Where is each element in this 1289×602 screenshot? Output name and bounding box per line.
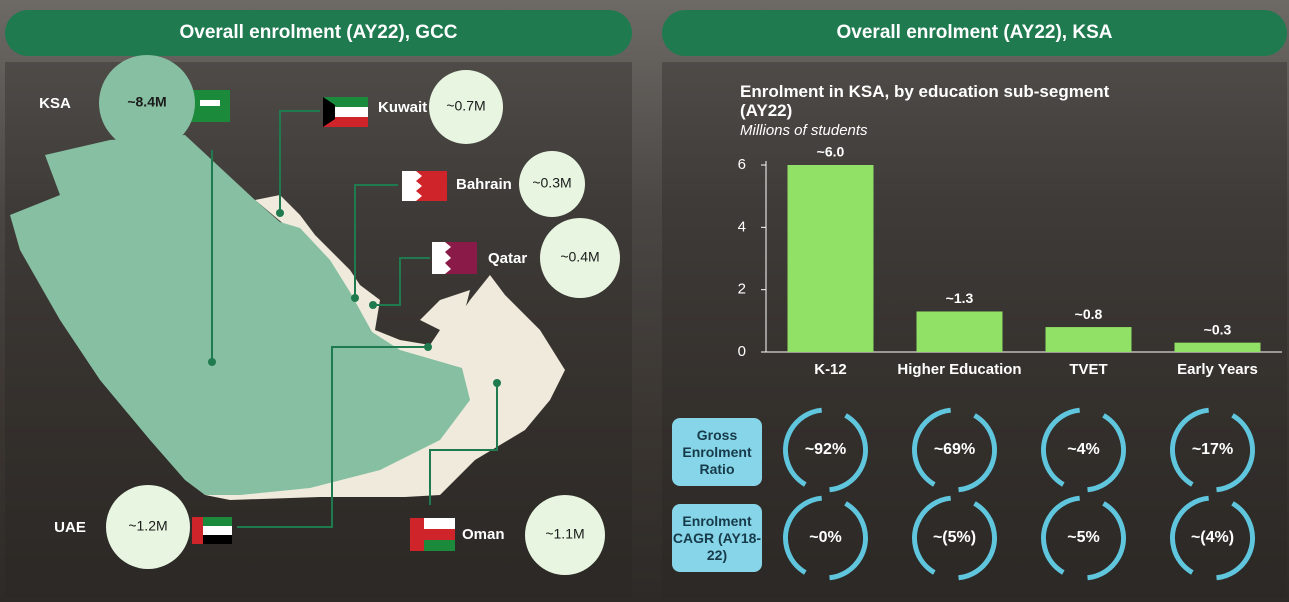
bar xyxy=(917,311,1003,352)
flag-oman xyxy=(410,518,424,551)
page: Overall enrolment (AY22), GCC Overall en… xyxy=(0,0,1289,602)
y-tick-label: 2 xyxy=(738,281,746,298)
bubble-value: ~8.4M xyxy=(127,94,166,110)
dot xyxy=(369,301,377,309)
bubble-value: ~1.2M xyxy=(128,518,167,534)
x-tick-label: Early Years xyxy=(1177,361,1258,378)
metric-value: ~17% xyxy=(1192,441,1233,458)
ksa-land xyxy=(10,135,470,495)
metric-label: Gross Enrolment Ratio xyxy=(672,418,762,486)
bubble-value: ~1.1M xyxy=(545,526,584,542)
value-label: ~1.3 xyxy=(946,290,974,306)
country-name: KSA xyxy=(39,95,71,112)
metric-value: ~0% xyxy=(809,529,841,546)
dot xyxy=(276,209,284,217)
metric-value: ~(4%) xyxy=(1191,529,1234,546)
metric-value: ~(5%) xyxy=(933,529,976,546)
bubble-value: ~0.4M xyxy=(560,249,599,265)
flag-bahrain xyxy=(402,171,422,201)
bar xyxy=(1175,343,1261,352)
connector xyxy=(373,258,430,305)
bar-chart: 0 2 4 6 K-12 ~6.0 Higher Education ~1.3 TVET ~0.8… xyxy=(738,144,1282,378)
x-tick-label: TVET xyxy=(1069,361,1107,378)
country-name: Bahrain xyxy=(456,176,512,193)
country-name: Kuwait xyxy=(378,99,427,116)
value-label: ~0.3 xyxy=(1204,321,1232,337)
country-name: Oman xyxy=(462,526,505,543)
country-name: Qatar xyxy=(488,250,527,267)
bubble-value: ~0.3M xyxy=(532,175,571,191)
metric-value: ~5% xyxy=(1067,529,1099,546)
x-tick-label: Higher Education xyxy=(897,361,1021,378)
metric-value: ~4% xyxy=(1067,441,1099,458)
dot xyxy=(208,358,216,366)
bar xyxy=(788,165,874,352)
flag-uae xyxy=(192,517,203,544)
bar xyxy=(1046,327,1132,352)
connector xyxy=(280,111,320,213)
dot xyxy=(493,379,501,387)
bubble-value: ~0.7M xyxy=(446,98,485,114)
value-label: ~0.8 xyxy=(1075,306,1103,322)
flag-ksa-emblem xyxy=(200,100,220,106)
x-tick-label: K-12 xyxy=(814,361,847,378)
dot xyxy=(424,343,432,351)
country-name: UAE xyxy=(54,519,86,536)
chart-subtitle: Millions of students xyxy=(740,122,868,139)
value-label: ~6.0 xyxy=(817,144,845,160)
metric-label: Enrolment CAGR (AY18-22) xyxy=(672,504,762,572)
y-tick-label: 4 xyxy=(738,218,746,235)
connector xyxy=(355,185,398,298)
dot xyxy=(351,294,359,302)
chart-title: Enrolment in KSA, by education sub-segme… xyxy=(740,82,1160,120)
metric-rings: ~92% ~69% ~4% ~17% ~0% ~(5%) ~5% ~(4%) xyxy=(771,395,1267,592)
flag-qatar xyxy=(432,242,451,274)
metric-value: ~92% xyxy=(805,441,846,458)
metric-value: ~69% xyxy=(934,441,975,458)
y-tick-label: 0 xyxy=(738,343,746,360)
y-tick-label: 6 xyxy=(738,156,746,173)
